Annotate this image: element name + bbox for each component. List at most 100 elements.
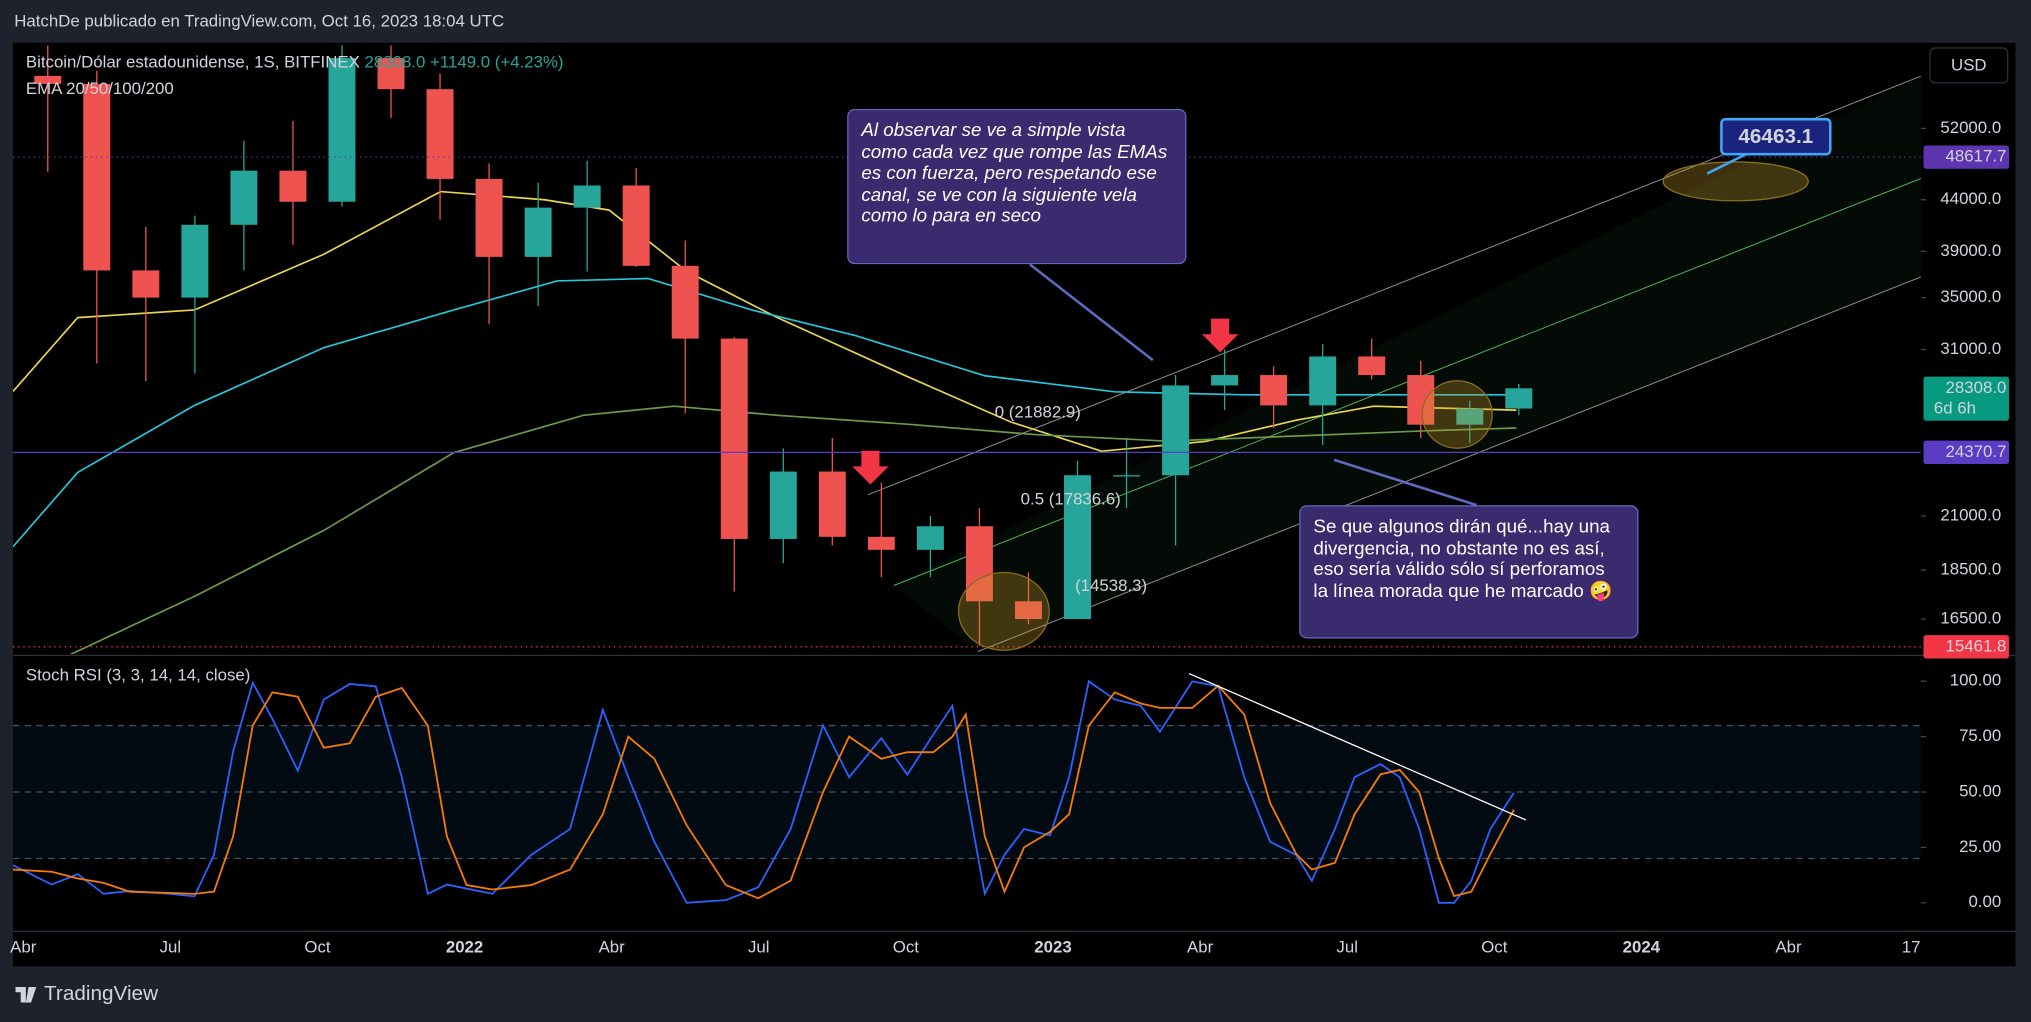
target-pointer	[1706, 151, 1750, 175]
x-tick-label: Jul	[1336, 938, 1358, 957]
ema-line	[12, 277, 1517, 548]
channel-bottom	[977, 276, 1921, 653]
logo-icon	[15, 987, 37, 1003]
divergence-line	[1188, 672, 1527, 821]
y-tick-label: 44000.0	[1940, 189, 2001, 208]
change: +1149.0 (+4.23%)	[430, 53, 563, 72]
price-label: 24370.7	[1946, 442, 2007, 461]
price-label-box	[1923, 635, 2009, 659]
candle-body	[230, 170, 258, 225]
y-tick-label: 18500.0	[1940, 560, 2001, 579]
x-tick-label: 17	[1902, 938, 1921, 957]
candle-body	[132, 270, 160, 298]
candle-body	[1309, 356, 1337, 406]
candle-body	[818, 471, 846, 537]
candle-body	[720, 338, 748, 539]
candle-body	[916, 526, 944, 550]
countdown: 6d 6h	[1934, 398, 1976, 417]
logo: TradingView	[44, 982, 159, 1005]
x-tick-label: Abr	[1187, 938, 1214, 957]
candle-body	[377, 58, 405, 90]
x-tick-label: Jul	[748, 938, 770, 957]
candle-body	[671, 265, 699, 339]
x-tick-label: 2023	[1034, 938, 1071, 957]
candle-body	[1505, 388, 1533, 409]
x-tick-label: Abr	[10, 938, 37, 957]
candle-body	[1407, 375, 1435, 425]
candle-body	[1064, 475, 1091, 620]
y-tick-label: 100.00	[1950, 671, 2001, 690]
target-box	[1720, 117, 1832, 156]
y-tick-label: 16500.0	[1940, 609, 2001, 628]
x-tick-label: Abr	[599, 938, 626, 957]
price-label: 28308.0	[1946, 378, 2007, 397]
callout-pointer	[1333, 458, 1478, 507]
price-label: 15461.8	[1946, 636, 2007, 655]
price-label-box	[1923, 376, 2009, 421]
candle-body	[769, 471, 797, 539]
candle-body	[622, 185, 650, 266]
last-price: 28308.0	[365, 53, 426, 72]
currency-button[interactable]	[1929, 47, 2009, 84]
y-tick-label: 52000.0	[1940, 118, 2001, 137]
candle-body	[279, 170, 307, 202]
candle-body	[475, 178, 503, 257]
symbol: Bitcoin/Dólar estadounidense, 1S, BITFIN…	[26, 53, 360, 72]
price-label: 48617.7	[1946, 147, 2007, 166]
stoch-line	[12, 684, 1515, 900]
ema-line	[70, 405, 1517, 655]
fib-label: 0 (21882.9)	[995, 403, 1081, 422]
y-tick-label: 31000.0	[1940, 339, 2001, 358]
callout: Se que algunos dirán qué...hay una diver…	[1299, 505, 1639, 639]
stoch-line	[12, 679, 1515, 904]
stoch-pane	[12, 679, 1921, 904]
candle-body	[1162, 385, 1190, 476]
candle-body	[1211, 375, 1239, 386]
fib-label: (14538.3)	[1075, 576, 1147, 595]
candle-body	[426, 89, 454, 179]
candle-body	[524, 207, 552, 257]
y-tick-label: 35000.0	[1940, 287, 2001, 306]
callout-pointer	[1028, 263, 1154, 362]
highlight-circle	[957, 571, 1050, 651]
target-label: 46463.1	[1738, 125, 1813, 148]
indicator-legend: EMA 20/50/100/200	[26, 79, 174, 98]
y-tick-label: 39000.0	[1940, 241, 2001, 260]
x-tick-label: Oct	[304, 938, 331, 957]
candle-body	[867, 536, 895, 550]
candle-body	[573, 185, 601, 208]
arrow-down	[852, 450, 889, 485]
y-tick-label: 50.00	[1959, 781, 2001, 800]
x-tick-label: Abr	[1775, 938, 1802, 957]
x-tick-label: 2022	[446, 938, 483, 957]
publisher: HatchDe publicado en TradingView.com, Oc…	[14, 11, 504, 30]
price-label-box	[1923, 145, 2009, 169]
candle-body	[1456, 408, 1484, 425]
callout: Al observar se ve a simple vista como ca…	[847, 108, 1187, 265]
stoch-title: Stoch RSI (3, 3, 14, 14, close)	[26, 666, 251, 685]
ema-line	[12, 190, 1517, 453]
currency[interactable]: USD	[1951, 56, 1987, 75]
candle-body	[181, 224, 209, 298]
x-tick-label: Oct	[893, 938, 920, 957]
x-tick-label: Jul	[160, 938, 182, 957]
y-tick-label: 75.00	[1959, 726, 2001, 745]
highlight-circle	[1421, 380, 1493, 449]
candle-body	[328, 58, 356, 202]
callout-text: Se que algunos dirán qué...hay una diver…	[1299, 505, 1639, 639]
price-label-box	[1923, 440, 2009, 464]
overlays: 46463.1 0 (21882.9) 0.5 (17836.6) (14538…	[847, 108, 1832, 821]
symbol-legend: Bitcoin/Dólar estadounidense, 1S, BITFIN…	[26, 53, 564, 72]
channel-fill	[893, 76, 1921, 652]
target-ellipse	[1662, 161, 1809, 202]
candle-body	[965, 526, 993, 602]
candle-body	[1113, 475, 1141, 477]
price-pane	[12, 45, 1921, 655]
candle-body	[1014, 601, 1042, 620]
candle-body	[1358, 356, 1386, 376]
y-tick-label: 25.00	[1959, 837, 2001, 856]
x-tick-label: Oct	[1481, 938, 1508, 957]
fib-label: 0.5 (17836.6)	[1021, 489, 1121, 508]
